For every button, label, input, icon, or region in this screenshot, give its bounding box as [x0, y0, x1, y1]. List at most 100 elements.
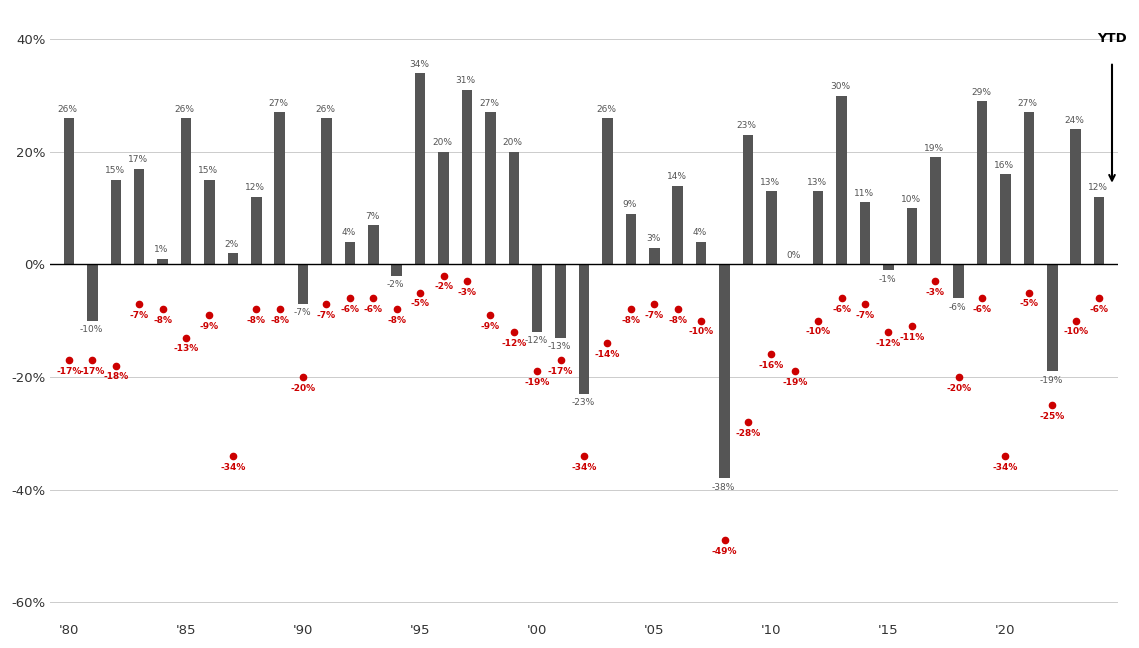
Bar	[977, 101, 988, 264]
Bar	[1000, 174, 1010, 264]
Bar	[439, 152, 449, 264]
Bar	[134, 168, 145, 264]
Bar	[719, 264, 730, 478]
Bar	[929, 157, 941, 264]
Text: 13%: 13%	[806, 178, 827, 187]
Text: 24%: 24%	[1065, 116, 1084, 125]
Text: -9%: -9%	[481, 322, 500, 331]
Bar	[625, 214, 637, 264]
Text: -10%: -10%	[689, 327, 714, 336]
Bar	[743, 135, 753, 264]
Text: -17%: -17%	[56, 367, 82, 376]
Text: -12%: -12%	[524, 336, 548, 345]
Bar	[345, 242, 355, 264]
Text: -12%: -12%	[501, 339, 526, 348]
Bar	[157, 259, 167, 264]
Text: -17%: -17%	[548, 367, 573, 376]
Text: -7%: -7%	[855, 310, 875, 319]
Bar	[508, 152, 519, 264]
Bar	[907, 208, 917, 264]
Text: -6%: -6%	[341, 305, 360, 314]
Text: 2%: 2%	[224, 240, 239, 249]
Text: 26%: 26%	[597, 104, 616, 113]
Text: -7%: -7%	[293, 308, 311, 318]
Text: -2%: -2%	[387, 280, 404, 289]
Text: 1%: 1%	[154, 246, 169, 254]
Bar	[767, 191, 777, 264]
Text: 4%: 4%	[342, 228, 355, 237]
Text: 23%: 23%	[737, 121, 756, 130]
Text: 19%: 19%	[924, 144, 944, 153]
Text: -7%: -7%	[645, 310, 664, 319]
Text: -8%: -8%	[669, 316, 687, 325]
Text: 20%: 20%	[433, 138, 452, 147]
Text: 26%: 26%	[58, 104, 77, 113]
Bar	[297, 264, 309, 304]
Bar	[321, 118, 331, 264]
Text: -10%: -10%	[1063, 327, 1088, 336]
Bar	[672, 185, 683, 264]
Text: 14%: 14%	[666, 172, 687, 181]
Text: -34%: -34%	[572, 463, 597, 472]
Text: 0%: 0%	[786, 251, 801, 260]
Text: 12%: 12%	[1088, 183, 1108, 192]
Text: -11%: -11%	[899, 333, 925, 342]
Bar	[461, 90, 473, 264]
Text: -12%: -12%	[876, 339, 901, 348]
Text: -2%: -2%	[434, 283, 453, 292]
Text: 20%: 20%	[502, 138, 523, 147]
Text: -6%: -6%	[833, 305, 851, 314]
Bar	[836, 95, 847, 264]
Text: YTD: YTD	[1097, 32, 1126, 45]
Bar	[368, 225, 378, 264]
Text: -19%: -19%	[525, 378, 550, 387]
Bar	[1071, 130, 1081, 264]
Text: -6%: -6%	[363, 305, 383, 314]
Text: 31%: 31%	[456, 76, 476, 86]
Bar	[110, 180, 121, 264]
Text: -19%: -19%	[782, 378, 808, 387]
Text: -8%: -8%	[153, 316, 172, 325]
Bar	[204, 180, 214, 264]
Text: 4%: 4%	[693, 228, 707, 237]
Text: 27%: 27%	[269, 99, 288, 108]
Text: 29%: 29%	[970, 87, 991, 97]
Bar	[953, 264, 964, 298]
Text: -34%: -34%	[220, 463, 246, 472]
Text: -16%: -16%	[759, 361, 784, 370]
Bar	[603, 118, 613, 264]
Text: 15%: 15%	[105, 167, 124, 176]
Text: 27%: 27%	[1018, 99, 1038, 108]
Bar	[64, 118, 74, 264]
Text: -20%: -20%	[290, 384, 316, 393]
Bar	[1093, 197, 1105, 264]
Text: -25%: -25%	[1040, 412, 1065, 421]
Text: -10%: -10%	[805, 327, 830, 336]
Bar	[228, 253, 238, 264]
Text: -6%: -6%	[1090, 305, 1108, 314]
Text: -18%: -18%	[104, 373, 129, 382]
Text: -17%: -17%	[80, 367, 105, 376]
Bar	[1047, 264, 1058, 371]
Text: -6%: -6%	[949, 303, 966, 312]
Text: -3%: -3%	[458, 288, 476, 297]
Text: 7%: 7%	[364, 211, 379, 220]
Text: -5%: -5%	[411, 299, 429, 308]
Text: -34%: -34%	[993, 463, 1018, 472]
Text: -14%: -14%	[595, 350, 620, 359]
Text: -8%: -8%	[622, 316, 640, 325]
Text: -1%: -1%	[878, 275, 896, 284]
Bar	[274, 113, 285, 264]
Bar	[392, 264, 402, 275]
Bar	[813, 191, 823, 264]
Text: 3%: 3%	[646, 234, 661, 243]
Text: -20%: -20%	[947, 384, 972, 393]
Bar	[860, 202, 870, 264]
Bar	[181, 118, 191, 264]
Text: 13%: 13%	[760, 178, 780, 187]
Text: -3%: -3%	[926, 288, 944, 297]
Text: 10%: 10%	[901, 194, 920, 203]
Bar	[87, 264, 98, 321]
Text: 26%: 26%	[316, 104, 335, 113]
Text: -7%: -7%	[317, 310, 336, 319]
